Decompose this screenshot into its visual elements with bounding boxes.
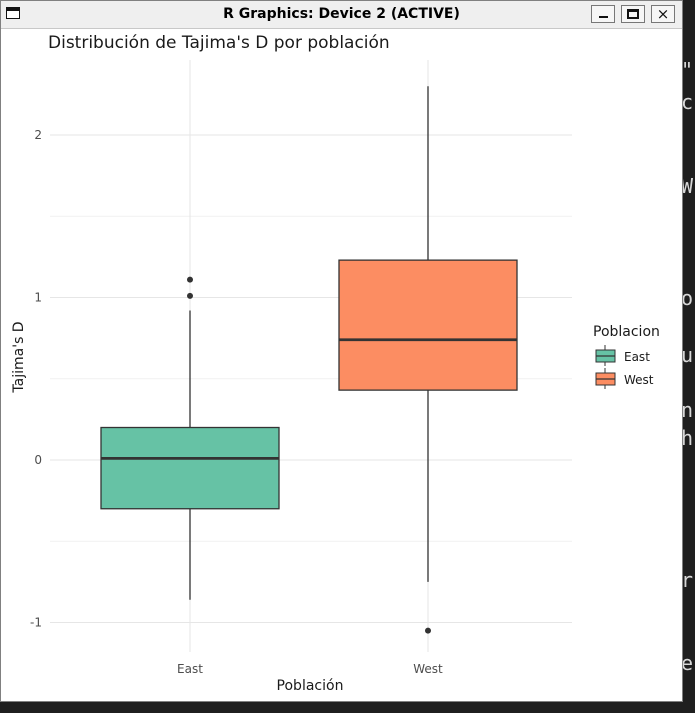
outlier-point (187, 276, 193, 283)
box-east (100, 426, 280, 510)
outlier-point (187, 292, 193, 299)
box-west (338, 259, 518, 391)
terminal-char: o (680, 286, 693, 310)
close-icon: × (656, 5, 670, 23)
window-title: R Graphics: Device 2 (ACTIVE) (223, 6, 460, 22)
y-axis-label: Tajima's D (11, 321, 27, 393)
maximize-button[interactable] (621, 5, 645, 23)
terminal-char: W (680, 174, 693, 198)
window-titlebar[interactable]: R Graphics: Device 2 (ACTIVE) × (1, 1, 682, 29)
legend-label: East (624, 350, 650, 364)
minimize-icon (599, 16, 608, 18)
terminal-char: c (680, 90, 693, 114)
y-tick-label: 0 (34, 453, 42, 467)
terminal-char: " (680, 58, 693, 82)
maximize-icon (627, 9, 639, 19)
x-tick-label: West (413, 662, 443, 676)
legend-label: West (624, 373, 654, 387)
terminal-char: u (680, 343, 693, 367)
chart-title: Distribución de Tajima's D por población (48, 33, 390, 53)
close-button[interactable]: × (651, 5, 675, 23)
x-axis-label: Población (277, 678, 344, 694)
terminal-char: e (680, 651, 693, 675)
window-icon (6, 7, 20, 19)
x-tick-label: East (177, 662, 203, 676)
legend-title: Poblacion (593, 324, 660, 340)
y-tick-label: -1 (30, 616, 42, 630)
minimize-button[interactable] (591, 5, 615, 23)
terminal-char: n (680, 398, 693, 422)
y-tick-label: 1 (34, 291, 42, 305)
y-tick-label: 2 (34, 128, 42, 142)
boxplot-chart: -1 0 1 2 East West Distribución de Tajima's D … (11, 33, 660, 694)
terminal-char: r (680, 568, 693, 592)
terminal-char: h (680, 426, 693, 450)
outlier-point (425, 627, 431, 634)
